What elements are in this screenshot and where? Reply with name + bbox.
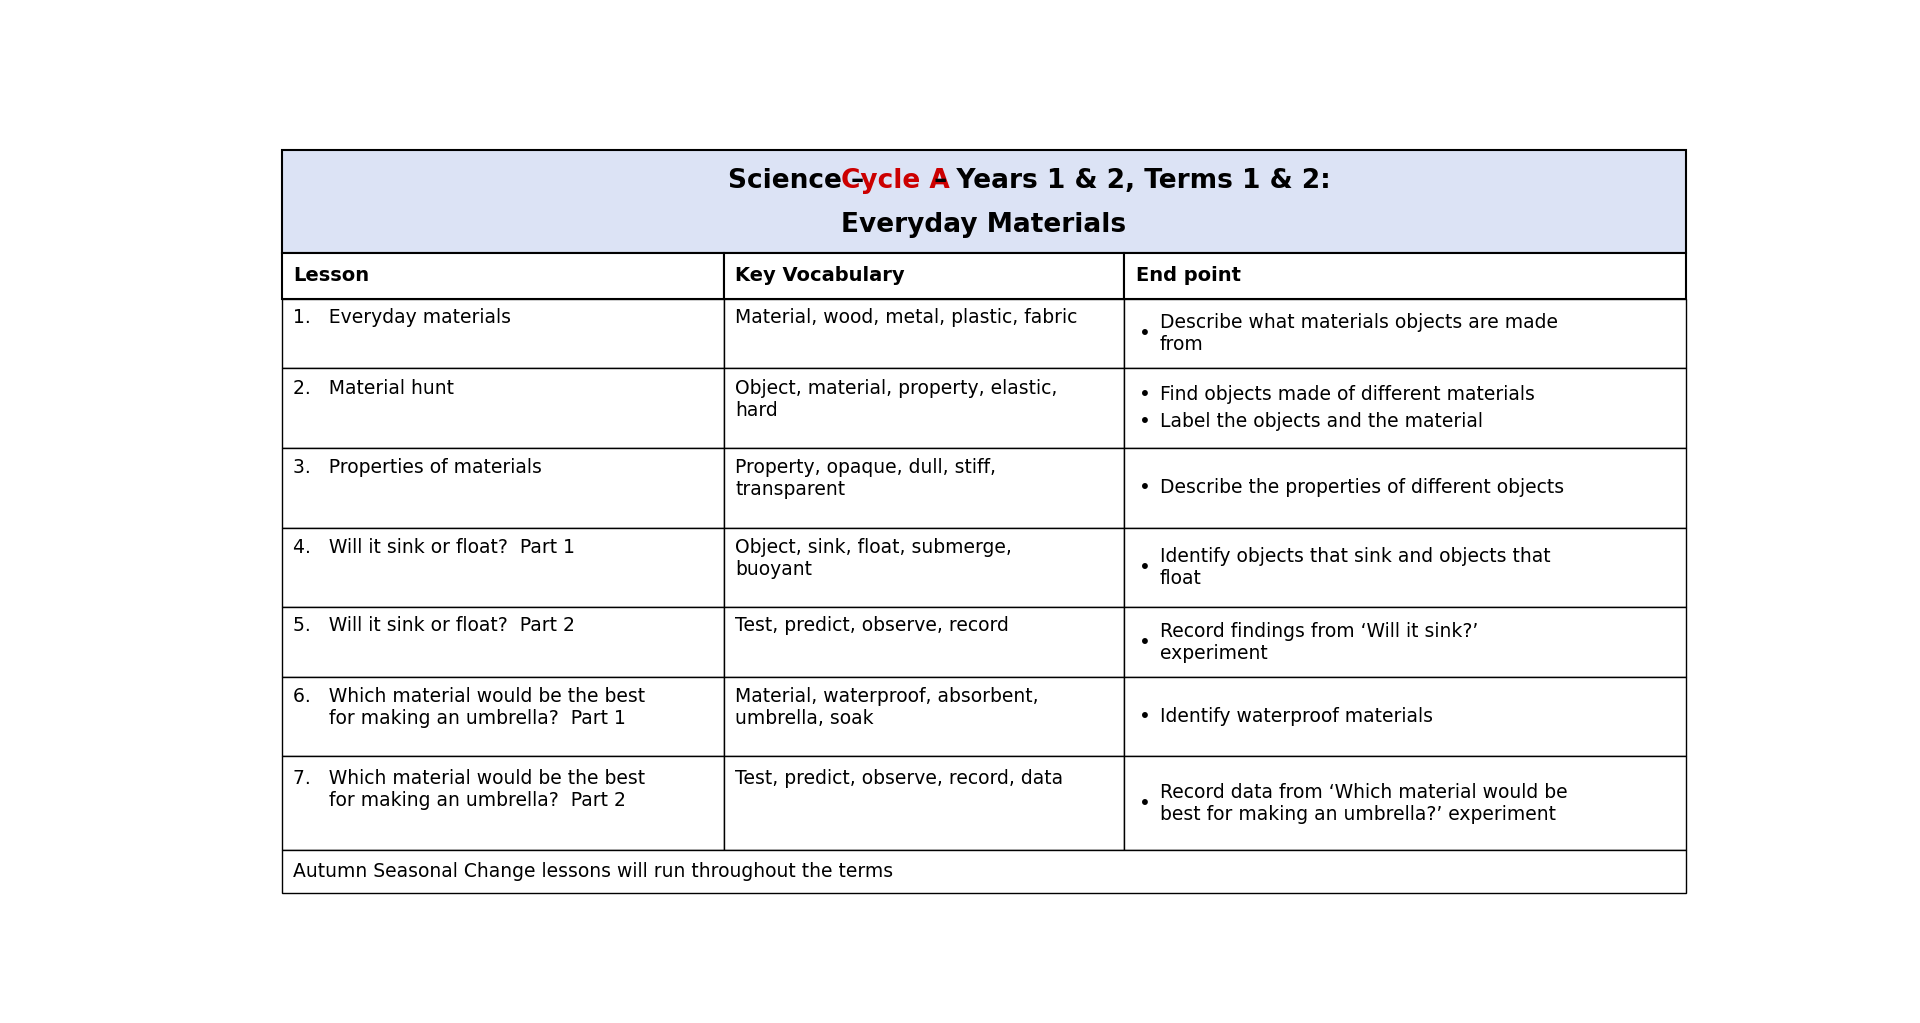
Bar bbox=[724, 253, 1125, 299]
Text: Cycle A: Cycle A bbox=[841, 168, 950, 194]
Bar bbox=[724, 299, 1125, 368]
Bar bbox=[282, 150, 1686, 253]
Bar bbox=[282, 448, 724, 528]
Text: – Years 1 & 2, Terms 1 & 2:: – Years 1 & 2, Terms 1 & 2: bbox=[925, 168, 1331, 194]
Text: Material, waterproof, absorbent,
umbrella, soak: Material, waterproof, absorbent, umbrell… bbox=[735, 687, 1039, 728]
Text: Test, predict, observe, record, data: Test, predict, observe, record, data bbox=[735, 768, 1064, 788]
Text: 3.   Properties of materials: 3. Properties of materials bbox=[294, 458, 541, 478]
Text: Identify waterproof materials: Identify waterproof materials bbox=[1160, 707, 1432, 726]
Text: Describe what materials objects are made
from: Describe what materials objects are made… bbox=[1160, 313, 1557, 354]
Text: 6.   Which material would be the best
      for making an umbrella?  Part 1: 6. Which material would be the best for … bbox=[294, 687, 645, 728]
Bar bbox=[1125, 448, 1686, 528]
Text: 1.   Everyday materials: 1. Everyday materials bbox=[294, 308, 511, 327]
Text: •: • bbox=[1139, 707, 1150, 726]
Bar bbox=[1125, 677, 1686, 756]
Text: 2.   Material hunt: 2. Material hunt bbox=[294, 379, 453, 398]
Text: •: • bbox=[1139, 632, 1150, 652]
Text: Record data from ‘Which material would be
best for making an umbrella?’ experime: Record data from ‘Which material would b… bbox=[1160, 783, 1567, 824]
Bar bbox=[1125, 253, 1686, 299]
Text: Identify objects that sink and objects that
float: Identify objects that sink and objects t… bbox=[1160, 547, 1549, 588]
Text: End point: End point bbox=[1137, 266, 1240, 285]
Bar bbox=[282, 253, 724, 299]
Text: Everyday Materials: Everyday Materials bbox=[841, 212, 1127, 238]
Bar bbox=[1125, 299, 1686, 368]
Bar bbox=[282, 528, 724, 608]
Bar bbox=[1125, 608, 1686, 677]
Bar bbox=[282, 756, 724, 850]
Text: •: • bbox=[1139, 412, 1150, 431]
Bar bbox=[282, 368, 724, 448]
Text: •: • bbox=[1139, 324, 1150, 343]
Text: Describe the properties of different objects: Describe the properties of different obj… bbox=[1160, 479, 1563, 497]
Text: Property, opaque, dull, stiff,
transparent: Property, opaque, dull, stiff, transpare… bbox=[735, 458, 996, 499]
Text: Label the objects and the material: Label the objects and the material bbox=[1160, 412, 1482, 431]
Text: •: • bbox=[1139, 386, 1150, 404]
Bar bbox=[724, 528, 1125, 608]
Text: Object, sink, float, submerge,
buoyant: Object, sink, float, submerge, buoyant bbox=[735, 538, 1012, 579]
Bar bbox=[282, 677, 724, 756]
Text: 7.   Which material would be the best
      for making an umbrella?  Part 2: 7. Which material would be the best for … bbox=[294, 768, 645, 809]
Text: Key Vocabulary: Key Vocabulary bbox=[735, 266, 904, 285]
Text: •: • bbox=[1139, 479, 1150, 497]
Text: Autumn Seasonal Change lessons will run throughout the terms: Autumn Seasonal Change lessons will run … bbox=[294, 862, 893, 881]
Bar bbox=[724, 368, 1125, 448]
Text: 5.   Will it sink or float?  Part 2: 5. Will it sink or float? Part 2 bbox=[294, 617, 574, 635]
Text: •: • bbox=[1139, 794, 1150, 812]
Text: •: • bbox=[1139, 558, 1150, 577]
Text: 4.   Will it sink or float?  Part 1: 4. Will it sink or float? Part 1 bbox=[294, 538, 574, 558]
Bar bbox=[724, 448, 1125, 528]
Bar bbox=[1125, 528, 1686, 608]
Text: Science –: Science – bbox=[728, 168, 874, 194]
Bar bbox=[724, 756, 1125, 850]
Text: Find objects made of different materials: Find objects made of different materials bbox=[1160, 386, 1534, 404]
Text: Object, material, property, elastic,
hard: Object, material, property, elastic, har… bbox=[735, 379, 1058, 419]
Text: Record findings from ‘Will it sink?’
experiment: Record findings from ‘Will it sink?’ exp… bbox=[1160, 622, 1478, 663]
Bar bbox=[1125, 368, 1686, 448]
Bar bbox=[282, 850, 1686, 893]
Bar bbox=[1125, 756, 1686, 850]
Bar bbox=[724, 677, 1125, 756]
Text: Material, wood, metal, plastic, fabric: Material, wood, metal, plastic, fabric bbox=[735, 308, 1077, 327]
Text: Lesson: Lesson bbox=[294, 266, 369, 285]
Bar bbox=[282, 608, 724, 677]
Bar bbox=[724, 608, 1125, 677]
Text: Test, predict, observe, record: Test, predict, observe, record bbox=[735, 617, 1010, 635]
Bar bbox=[282, 299, 724, 368]
